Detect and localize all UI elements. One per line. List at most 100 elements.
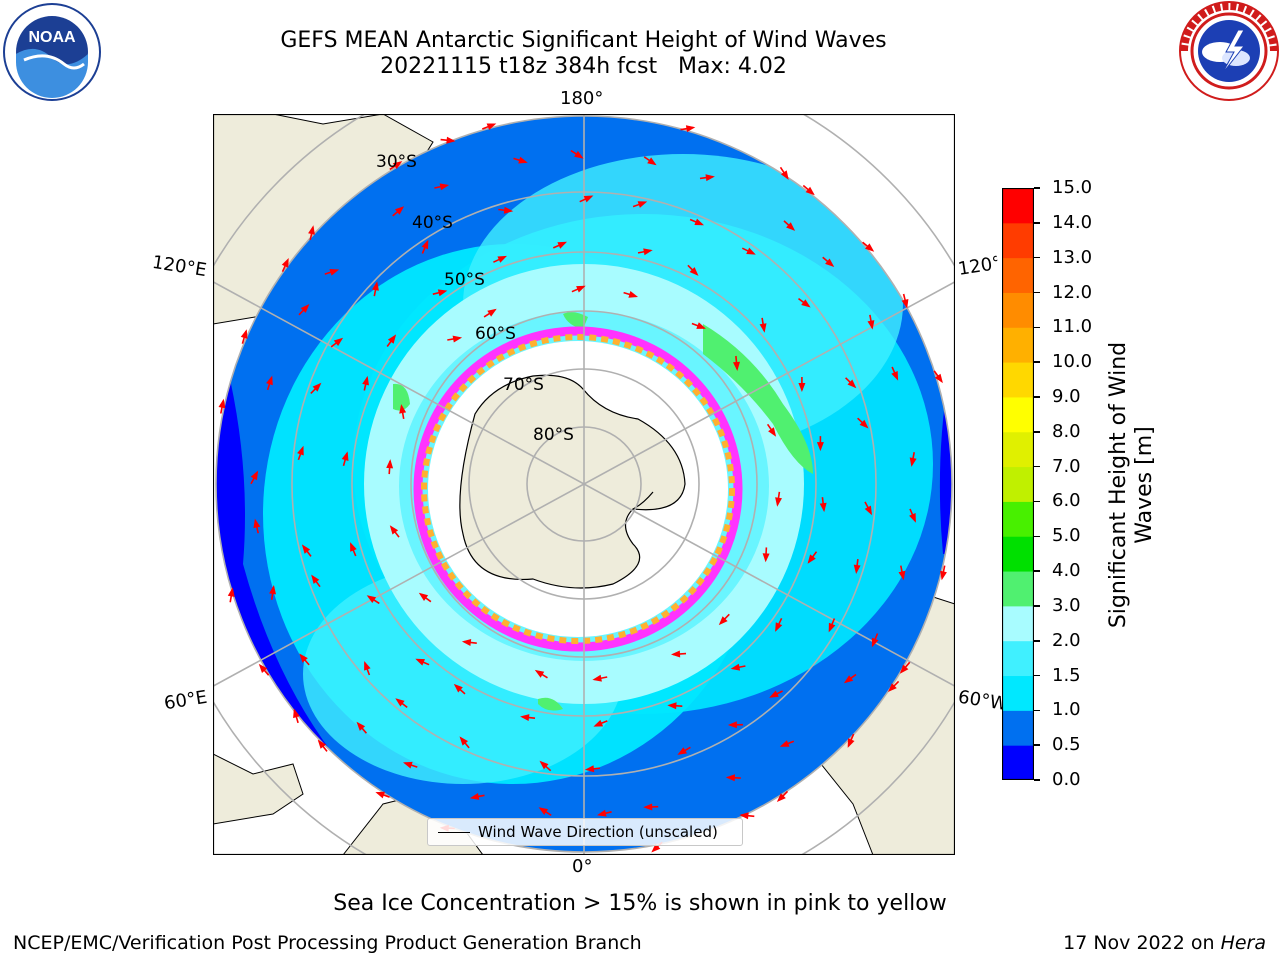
wind-wave-arrowhead xyxy=(807,554,816,564)
wind-wave-arrowhead xyxy=(240,329,248,339)
wind-wave-arrowhead xyxy=(864,505,872,516)
lat-label-60s: 60°S xyxy=(475,324,516,344)
wind-wave-arrowhead xyxy=(801,299,811,308)
wind-wave-arrowhead xyxy=(372,281,379,291)
wind-wave-arrowhead xyxy=(366,595,377,603)
colorbar-tick xyxy=(1034,465,1040,468)
wind-wave-arrowhead xyxy=(718,616,728,626)
wind-wave-arrowhead xyxy=(253,518,261,529)
wind-wave-arrowhead xyxy=(891,371,899,381)
wind-wave-arrowhead xyxy=(403,761,413,769)
wind-wave-arrowhead xyxy=(819,502,827,513)
colorbar-band xyxy=(1002,675,1034,711)
colorbar-tick-label: 15.0 xyxy=(1052,177,1093,198)
colorbar-tick xyxy=(1034,640,1040,642)
colorbar-tick xyxy=(1034,674,1040,677)
colorbar-tick-label: 2.0 xyxy=(1052,629,1081,651)
wind-wave-arrowhead xyxy=(643,803,653,811)
wind-wave-arrowhead xyxy=(362,375,369,386)
antarctica-landmass xyxy=(459,374,686,589)
wind-wave-arrowhead xyxy=(538,807,548,815)
wind-wave-arrowhead xyxy=(387,334,397,344)
madagascar-landmass xyxy=(213,753,304,825)
colorbar-title-line-2: Waves [m] xyxy=(1132,426,1157,544)
wind-wave-arrowhead xyxy=(518,156,528,164)
wind-wave-arrowhead xyxy=(775,497,782,507)
wind-wave-arrowhead xyxy=(364,661,371,671)
wind-wave-arrowhead xyxy=(557,241,567,249)
wind-wave-arrowhead xyxy=(539,760,549,770)
lon-label-0: 0° xyxy=(572,856,593,877)
colorbar-tick xyxy=(1034,431,1040,433)
footer-right: 17 Nov 2022 on Hera xyxy=(1063,932,1266,954)
wind-wave-arrowhead xyxy=(592,674,602,682)
wind-wave-arrowhead xyxy=(769,690,779,698)
colorbar-tick-label: 12.0 xyxy=(1052,281,1093,303)
colorbar-tick xyxy=(1034,744,1040,746)
lon-label-120w: 120°W xyxy=(956,253,1000,280)
wind-wave-arrowhead xyxy=(898,570,906,581)
colorbar-title-line-1: Significant Height of Wind xyxy=(1106,341,1131,629)
title-line-1: GEFS MEAN Antarctic Significant Height o… xyxy=(280,28,887,53)
wind-wave-arrowhead xyxy=(218,398,226,409)
wind-wave-arrowhead xyxy=(671,650,681,658)
wind-wave-arrowhead xyxy=(584,765,595,773)
colorbar-tick xyxy=(1034,779,1040,781)
sea-ice-margin xyxy=(421,334,735,644)
wind-wave-arrowhead xyxy=(333,337,344,346)
wind-wave-arrowhead xyxy=(871,637,879,648)
wind-wave-arrowhead xyxy=(899,664,909,674)
lat-label-80s: 80°S xyxy=(533,425,574,445)
wind-wave-arrowhead xyxy=(888,683,897,692)
colorbar-band xyxy=(1002,431,1034,468)
wind-wave-arrowhead xyxy=(469,793,480,800)
wind-wave-arrowhead xyxy=(689,267,699,276)
wind-wave-arrowhead xyxy=(418,592,429,601)
wind-wave-arrowhead xyxy=(843,675,854,684)
wind-wave-arrowhead xyxy=(651,843,661,853)
wind-wave-arrowhead xyxy=(311,574,320,584)
wind-wave-arrowhead xyxy=(459,736,468,746)
wind-wave-arrowhead xyxy=(853,564,861,574)
wind-wave-arrowhead xyxy=(415,658,425,666)
colorbar-tick xyxy=(1034,500,1040,503)
wind-wave-arrowhead xyxy=(497,255,507,263)
wind-wave-arrowhead xyxy=(828,622,836,633)
wind-wave-arrowhead xyxy=(281,258,289,268)
colorbar-tick xyxy=(1034,396,1040,398)
colorbar-band xyxy=(1002,188,1034,224)
graticule xyxy=(213,114,955,855)
colorbar-tick xyxy=(1034,256,1040,259)
wind-wave-arrowhead xyxy=(696,322,706,329)
legend-line-swatch xyxy=(438,831,470,833)
colorbar xyxy=(1002,188,1034,780)
colorbar-tick-label: 8.0 xyxy=(1052,420,1081,442)
wind-wave-arrowhead xyxy=(461,639,472,646)
wind-wave-arrowhead xyxy=(775,622,783,632)
wind-wave-arrowhead xyxy=(534,669,545,678)
wind-wave-arrowhead xyxy=(395,206,405,215)
legend-label: Wind Wave Direction (unscaled) xyxy=(478,823,718,841)
wind-wave-arrowhead xyxy=(768,427,777,437)
map-title: GEFS MEAN Antarctic Significant Height o… xyxy=(0,28,1167,80)
colorbar-band xyxy=(1002,745,1034,780)
colorbar-band xyxy=(1002,257,1034,293)
wind-wave-arrowhead xyxy=(786,222,796,231)
wind-wave-arrowhead xyxy=(266,375,273,386)
wind-wave-arrowhead xyxy=(825,258,835,267)
wind-wave-arrowhead xyxy=(392,161,403,169)
colorbar-band xyxy=(1002,362,1034,398)
colorbar-tick-label: 1.0 xyxy=(1052,699,1081,721)
wind-wave-arrowhead xyxy=(780,170,789,180)
colorbar-tick xyxy=(1034,326,1040,328)
wind-wave-arrowhead xyxy=(727,721,737,729)
wind-wave-arrowhead xyxy=(520,714,530,721)
colorbar-tick-label: 0.0 xyxy=(1052,769,1081,790)
wind-wave-arrowhead xyxy=(258,663,268,673)
wind-wave-arrowhead xyxy=(901,299,909,309)
map-legend: Wind Wave Direction (unscaled) xyxy=(427,818,743,846)
wind-wave-arrowhead xyxy=(308,225,315,235)
noaa-logo: NOAA xyxy=(3,3,101,101)
colorbar-tick-label: 3.0 xyxy=(1052,594,1081,616)
wind-wave-arrowhead xyxy=(909,457,917,467)
